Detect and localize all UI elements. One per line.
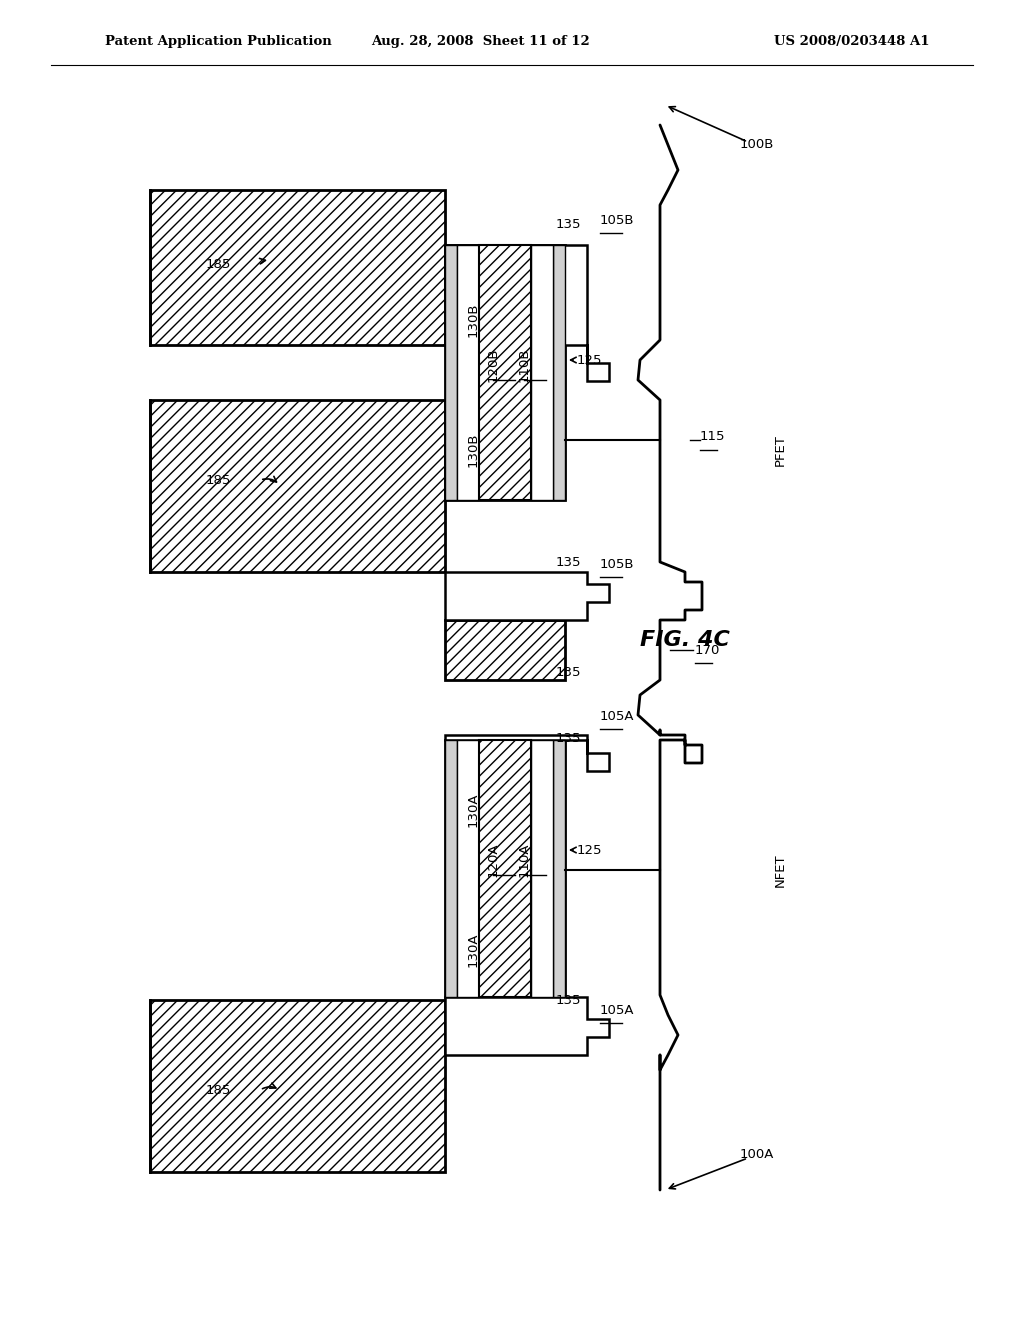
Text: 110A: 110A — [517, 842, 530, 878]
Text: 135: 135 — [556, 667, 582, 680]
Bar — [150, 190, 445, 345]
Text: 115: 115 — [700, 430, 725, 444]
Text: 135: 135 — [556, 219, 582, 231]
Text: 185: 185 — [206, 474, 230, 487]
Bar — [445, 741, 457, 997]
Bar — [531, 246, 553, 500]
Text: US 2008/0203448 A1: US 2008/0203448 A1 — [774, 36, 930, 49]
Text: 105B: 105B — [600, 214, 635, 227]
Text: NFET: NFET — [773, 853, 786, 887]
Bar — [531, 741, 553, 997]
Text: 185: 185 — [206, 259, 230, 272]
Text: 130B: 130B — [467, 433, 479, 467]
Bar — [479, 246, 531, 500]
Bar — [457, 741, 479, 997]
Bar — [445, 620, 565, 680]
Text: Aug. 28, 2008  Sheet 11 of 12: Aug. 28, 2008 Sheet 11 of 12 — [371, 36, 590, 49]
Polygon shape — [445, 997, 609, 1055]
Text: 125: 125 — [577, 354, 602, 367]
Text: 135: 135 — [556, 557, 582, 569]
Text: 185: 185 — [206, 1084, 230, 1097]
Bar — [445, 246, 565, 500]
Text: 120A: 120A — [486, 842, 500, 878]
Bar — [553, 246, 565, 500]
Text: 100B: 100B — [740, 139, 774, 152]
Text: 125: 125 — [577, 843, 602, 857]
Text: 105B: 105B — [600, 557, 635, 570]
Text: 135: 135 — [556, 731, 582, 744]
Text: FIG. 4C: FIG. 4C — [640, 630, 730, 649]
Polygon shape — [445, 572, 609, 620]
Text: 100A: 100A — [740, 1148, 774, 1162]
Bar — [150, 400, 445, 572]
Text: Patent Application Publication: Patent Application Publication — [105, 36, 332, 49]
Bar — [445, 246, 457, 500]
Text: 130A: 130A — [467, 793, 479, 828]
Text: 130B: 130B — [467, 302, 479, 337]
Bar — [445, 741, 565, 997]
Polygon shape — [445, 735, 609, 771]
Bar — [553, 741, 565, 997]
Text: 110B: 110B — [517, 347, 530, 383]
Bar — [479, 741, 531, 997]
Text: 105A: 105A — [600, 710, 635, 722]
Text: 130A: 130A — [467, 933, 479, 968]
Text: 120B: 120B — [486, 347, 500, 383]
Text: 105A: 105A — [600, 1003, 635, 1016]
Bar — [150, 1001, 445, 1172]
Bar — [457, 246, 479, 500]
Text: 170: 170 — [695, 644, 720, 656]
Polygon shape — [445, 246, 609, 381]
Text: PFET: PFET — [773, 434, 786, 466]
Text: 135: 135 — [556, 994, 582, 1006]
